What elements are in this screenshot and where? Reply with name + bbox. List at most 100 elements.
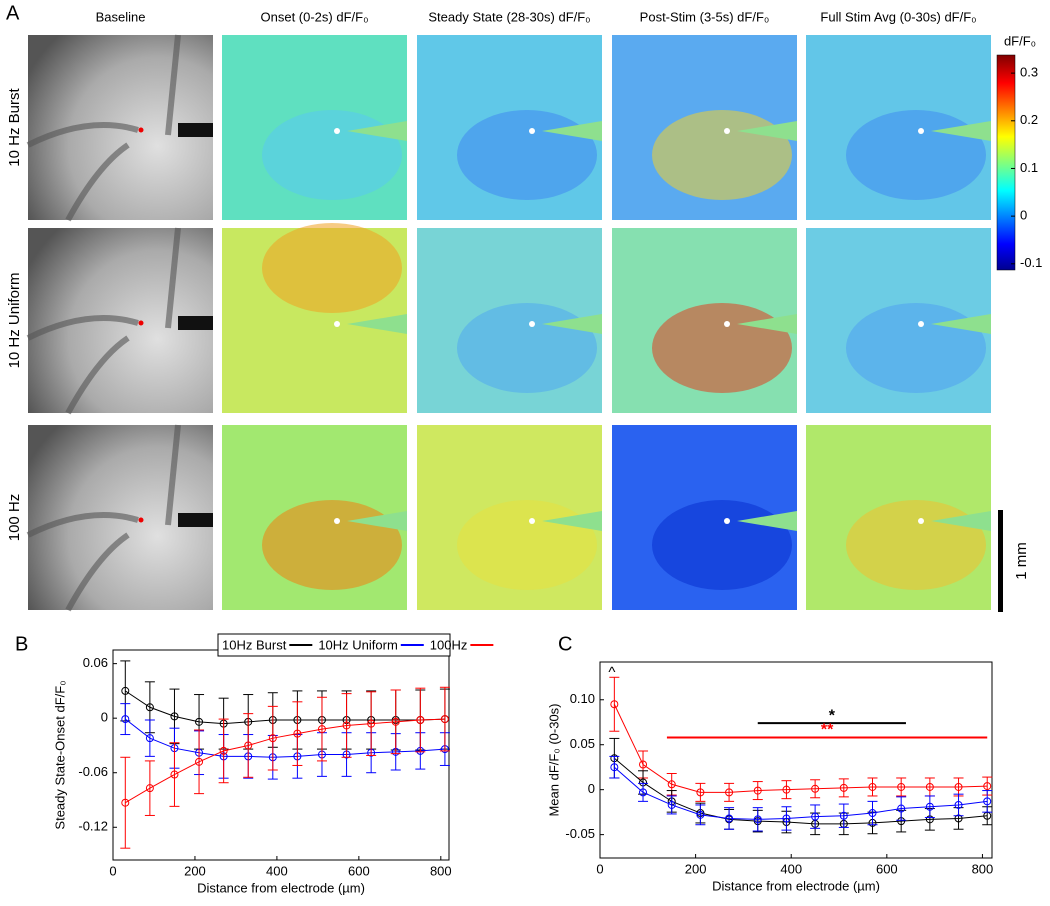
row-label: 10 Hz Burst [6, 87, 23, 166]
colorbar-tick-label: -0.1 [1020, 255, 1042, 270]
electrode [931, 121, 991, 141]
scale-bar-label: 1 mm [1013, 542, 1030, 580]
electrode-tip [138, 517, 144, 523]
marker [782, 785, 791, 794]
x-tick-label: 600 [876, 861, 898, 876]
marker [145, 703, 154, 712]
marker [639, 760, 648, 769]
marker [219, 746, 228, 755]
legend-label: 100Hz [430, 637, 468, 652]
marker [440, 715, 449, 724]
marker [897, 804, 906, 813]
vessel [26, 34, 181, 222]
electrode-tip [724, 321, 730, 327]
electrode [737, 314, 797, 334]
y-tick-label: 0 [588, 781, 595, 796]
legend-label: 10Hz Uniform [318, 637, 397, 652]
row-label: 100 Hz [6, 494, 23, 542]
annotation: ^ [608, 664, 615, 681]
x-tick-label: 200 [184, 863, 206, 878]
marker [121, 798, 130, 807]
column-title: Onset (0-2s) dF/F₀ [261, 9, 369, 24]
series-line [613, 704, 988, 793]
series-line [125, 718, 445, 804]
marker [696, 788, 705, 797]
marker [268, 734, 277, 743]
legend-box [217, 633, 451, 657]
x-tick-label: 800 [430, 863, 452, 878]
colorbar-tick-label: 0.3 [1020, 65, 1038, 80]
colorbar-tick-label: 0 [1020, 208, 1027, 223]
marker [753, 786, 762, 795]
significance-label: ** [821, 722, 834, 739]
electrode-tip [529, 321, 535, 327]
marker [811, 784, 820, 793]
electrode-tip [334, 518, 340, 524]
heatmap-region [652, 500, 792, 590]
colorbar-tick-label: 0.2 [1020, 112, 1038, 127]
electrode-tip [724, 518, 730, 524]
marker [839, 783, 848, 792]
marker [868, 782, 877, 791]
heatmap-region [846, 110, 986, 200]
electrode-tip [918, 321, 924, 327]
marker [367, 719, 376, 728]
y-tick-label: 0 [101, 710, 108, 725]
x-axis-label: Distance from electrode (µm) [712, 878, 880, 893]
vessel [26, 424, 181, 612]
marker [696, 810, 705, 819]
electrode-tip [918, 128, 924, 134]
electrode [347, 121, 407, 141]
electrode-tip [724, 128, 730, 134]
heatmap-region [457, 500, 597, 590]
marker [868, 809, 877, 818]
y-tick-label: -0.05 [565, 826, 595, 841]
marker [610, 700, 619, 709]
electrode [178, 123, 213, 137]
axes-box [599, 661, 993, 859]
marker [925, 802, 934, 811]
heatmap-region [652, 110, 792, 200]
series-line [124, 718, 445, 758]
electrode [931, 314, 991, 334]
electrode-tip [529, 128, 535, 134]
marker [170, 712, 179, 721]
marker [667, 780, 676, 789]
marker [610, 763, 619, 772]
heatmap-region [457, 110, 597, 200]
legend-label: 10Hz Burst [222, 637, 287, 652]
x-tick-label: 400 [780, 861, 802, 876]
marker [416, 716, 425, 724]
series-line [614, 766, 988, 820]
marker [925, 782, 934, 791]
panel-label: C [558, 633, 572, 655]
marker [897, 782, 906, 791]
panel-label: B [15, 633, 28, 655]
marker [244, 741, 253, 750]
y-axis-label: Steady State-Onset dF/F₀ [52, 680, 67, 829]
heatmap-region [846, 303, 986, 393]
electrode [178, 316, 213, 330]
x-tick-label: 200 [685, 861, 707, 876]
electrode [542, 121, 602, 141]
y-tick-label: 0.10 [570, 691, 595, 706]
electrode-tip [529, 518, 535, 524]
vessel [26, 227, 181, 415]
marker [121, 686, 130, 695]
electrode [347, 511, 407, 531]
marker [725, 788, 734, 797]
marker [121, 715, 130, 724]
heatmap-region [846, 500, 986, 590]
axes-box [112, 649, 450, 861]
marker [667, 800, 676, 809]
marker [954, 800, 963, 809]
marker [639, 788, 648, 797]
electrode-tip [138, 127, 144, 133]
marker [753, 815, 762, 824]
marker [725, 814, 734, 823]
marker [983, 782, 992, 791]
column-title: Post-Stim (3-5s) dF/F₀ [640, 9, 770, 24]
heatmap-region [262, 500, 402, 590]
electrode [931, 511, 991, 531]
series-line [125, 690, 445, 725]
